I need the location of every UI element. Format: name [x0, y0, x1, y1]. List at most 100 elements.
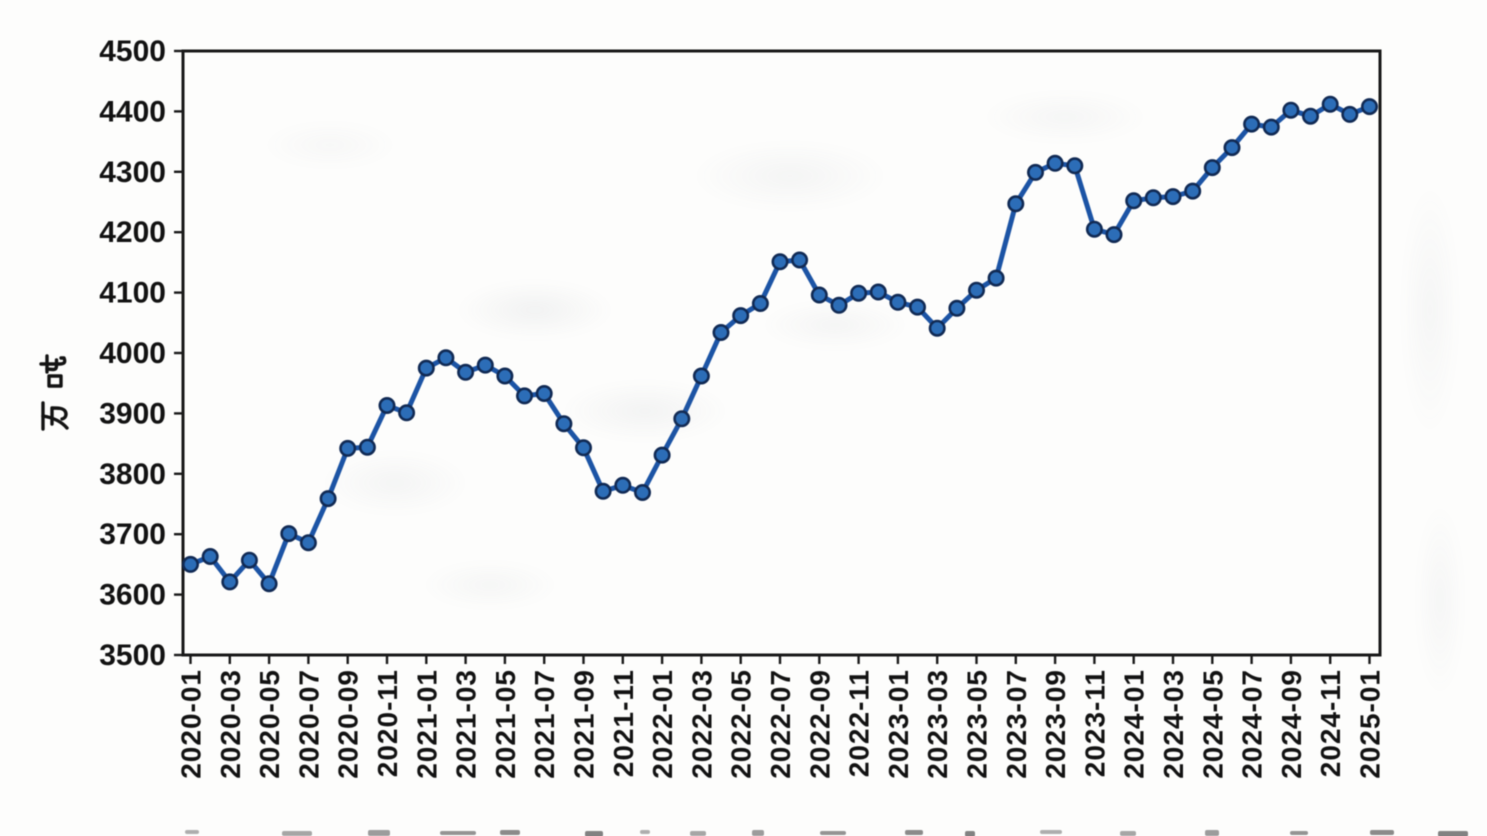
data-point: [378, 396, 396, 414]
data-point: [1144, 189, 1162, 207]
x-tick-label: 2024-03: [1158, 669, 1189, 779]
x-tick-label: 2020-09: [333, 669, 364, 779]
data-point: [319, 490, 337, 508]
data-point: [496, 367, 514, 385]
glyph-wan: [41, 401, 69, 431]
x-tick-label: 2023-11: [1079, 669, 1110, 777]
y-tick-label: 4400: [99, 95, 166, 128]
data-point: [908, 298, 926, 316]
x-tick-label: 2024-07: [1237, 669, 1268, 779]
x-tick-label: 2022-07: [765, 669, 796, 779]
x-tick-label: 2021-07: [529, 669, 560, 779]
x-tick-label: 2020-11: [372, 669, 403, 777]
x-tick-label: 2025-01: [1355, 669, 1386, 779]
data-point: [712, 323, 730, 341]
x-tick-label: 2022-03: [686, 669, 717, 779]
y-tick-label: 4300: [99, 156, 166, 189]
x-tick-label: 2022-01: [647, 669, 678, 779]
x-tick-label: 2022-11: [844, 669, 875, 777]
x-tick-label: 2023-01: [883, 669, 914, 779]
data-point: [948, 299, 966, 317]
x-tick-label: 2020-03: [215, 669, 246, 779]
y-tick-label: 3500: [99, 639, 166, 672]
data-point: [633, 483, 651, 501]
y-tick-label: 4500: [99, 35, 166, 68]
data-point: [673, 410, 691, 428]
data-point: [1066, 157, 1084, 175]
x-tick-label: 2021-03: [451, 669, 482, 779]
data-point: [535, 384, 553, 402]
x-tick-label: 2021-05: [490, 669, 521, 779]
y-tick-label: 4200: [99, 216, 166, 249]
x-tick-label: 2023-07: [1001, 669, 1032, 779]
data-point: [1105, 226, 1123, 244]
x-tick-label: 2020-07: [293, 669, 324, 779]
data-point: [1223, 139, 1241, 157]
data-point: [889, 293, 907, 311]
x-tick-label: 2023-03: [922, 669, 953, 779]
data-point: [1321, 95, 1339, 113]
x-tick-label: 2024-05: [1197, 669, 1228, 779]
data-point: [476, 356, 494, 374]
data-point: [830, 296, 848, 314]
data-point: [457, 363, 475, 381]
data-point: [1007, 195, 1025, 213]
data-point: [240, 551, 258, 569]
data-point: [1085, 220, 1103, 238]
data-point: [1184, 182, 1202, 200]
x-tick-label: 2022-09: [804, 669, 835, 779]
data-point: [1361, 98, 1379, 116]
data-point: [182, 555, 200, 573]
data-point: [1203, 159, 1221, 177]
data-point: [869, 283, 887, 301]
data-point: [791, 251, 809, 269]
data-point: [692, 367, 710, 385]
data-point: [653, 446, 671, 464]
x-tick-label: 2021-01: [411, 669, 442, 779]
data-point: [221, 573, 239, 591]
data-point: [574, 439, 592, 457]
data-point: [1027, 163, 1045, 181]
y-tick-label: 4100: [99, 277, 166, 310]
data-point: [987, 269, 1005, 287]
data-point: [928, 319, 946, 337]
data-point: [201, 547, 219, 565]
data-point: [1282, 101, 1300, 119]
y-tick-label: 3700: [99, 518, 166, 551]
y-tick-label: 4000: [99, 337, 166, 370]
x-tick-label: 2021-11: [608, 669, 639, 777]
data-point: [850, 284, 868, 302]
data-point: [771, 253, 789, 271]
x-tick-label: 2020-01: [176, 669, 207, 779]
y-tick-label: 3900: [99, 397, 166, 430]
data-point: [1125, 192, 1143, 210]
data-point: [299, 534, 317, 552]
y-tick-label: 3600: [99, 579, 166, 612]
data-point: [260, 575, 278, 593]
x-tick-label: 2023-05: [962, 669, 993, 779]
x-tick-label: 2021-09: [569, 669, 600, 779]
x-tick-label: 2023-09: [1040, 669, 1071, 779]
x-tick-label: 2022-05: [726, 669, 757, 779]
data-point: [398, 404, 416, 422]
data-point: [594, 482, 612, 500]
y-tick-label: 3800: [99, 458, 166, 491]
x-tick-label: 2024-01: [1119, 669, 1150, 779]
x-tick-label: 2020-05: [254, 669, 285, 779]
plot-border: [181, 49, 1382, 657]
data-point: [358, 438, 376, 456]
data-point: [810, 286, 828, 304]
data-point: [1262, 118, 1280, 136]
data-point: [614, 476, 632, 494]
data-point: [417, 359, 435, 377]
x-tick-label: 2024-11: [1315, 669, 1346, 777]
data-point: [732, 307, 750, 325]
data-point: [1046, 154, 1064, 172]
data-point: [339, 439, 357, 457]
data-point: [555, 415, 573, 433]
y-axis-title: [39, 354, 69, 431]
data-point: [1164, 188, 1182, 206]
data-point: [280, 525, 298, 543]
